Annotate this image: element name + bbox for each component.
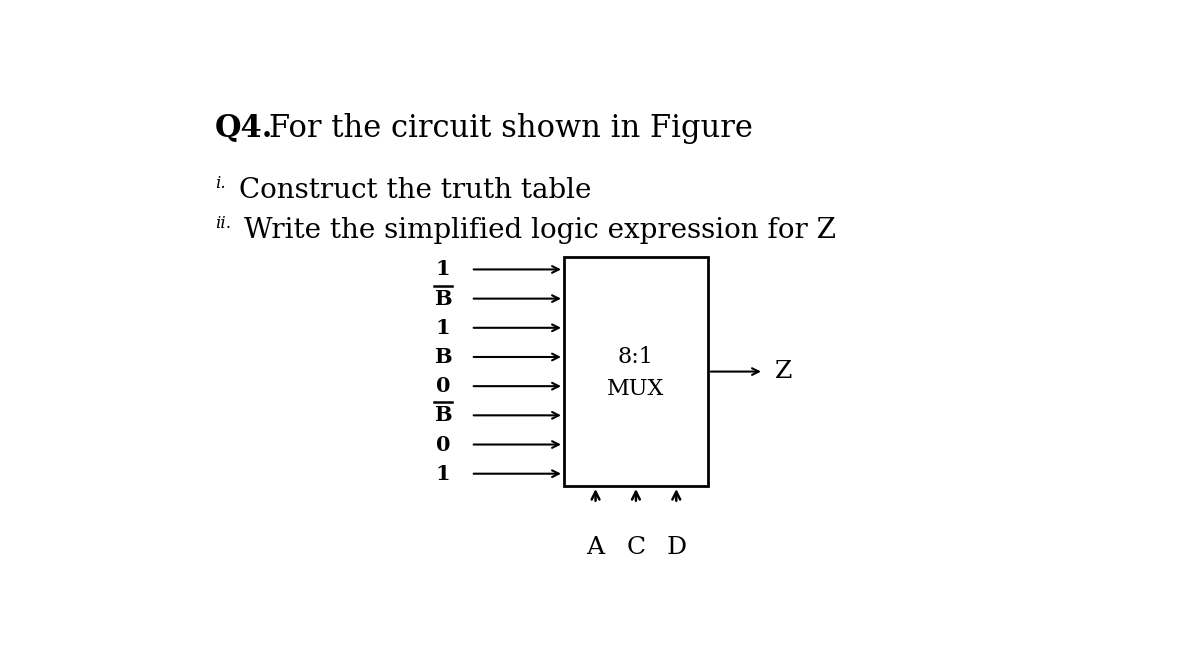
Text: 0: 0 — [436, 435, 450, 455]
Text: 0: 0 — [436, 376, 450, 396]
Text: C: C — [626, 536, 646, 559]
Text: i.: i. — [215, 175, 226, 192]
Text: MUX: MUX — [607, 378, 665, 400]
Text: 8:1: 8:1 — [618, 345, 654, 367]
Text: 1: 1 — [436, 318, 450, 338]
Text: B: B — [434, 347, 451, 367]
Text: A: A — [587, 536, 605, 559]
Text: ii.: ii. — [215, 215, 232, 232]
Text: For the circuit shown in Figure: For the circuit shown in Figure — [269, 113, 752, 144]
Text: Q4.: Q4. — [215, 113, 274, 144]
Text: Z: Z — [775, 360, 792, 383]
Text: B: B — [434, 289, 451, 309]
Text: D: D — [666, 536, 686, 559]
Text: 1: 1 — [436, 464, 450, 484]
Text: B: B — [434, 405, 451, 425]
Text: 1: 1 — [436, 259, 450, 280]
Bar — [564, 257, 708, 486]
Text: Write the simplified logic expression for Z: Write the simplified logic expression fo… — [244, 217, 836, 244]
Text: Construct the truth table: Construct the truth table — [239, 177, 592, 204]
